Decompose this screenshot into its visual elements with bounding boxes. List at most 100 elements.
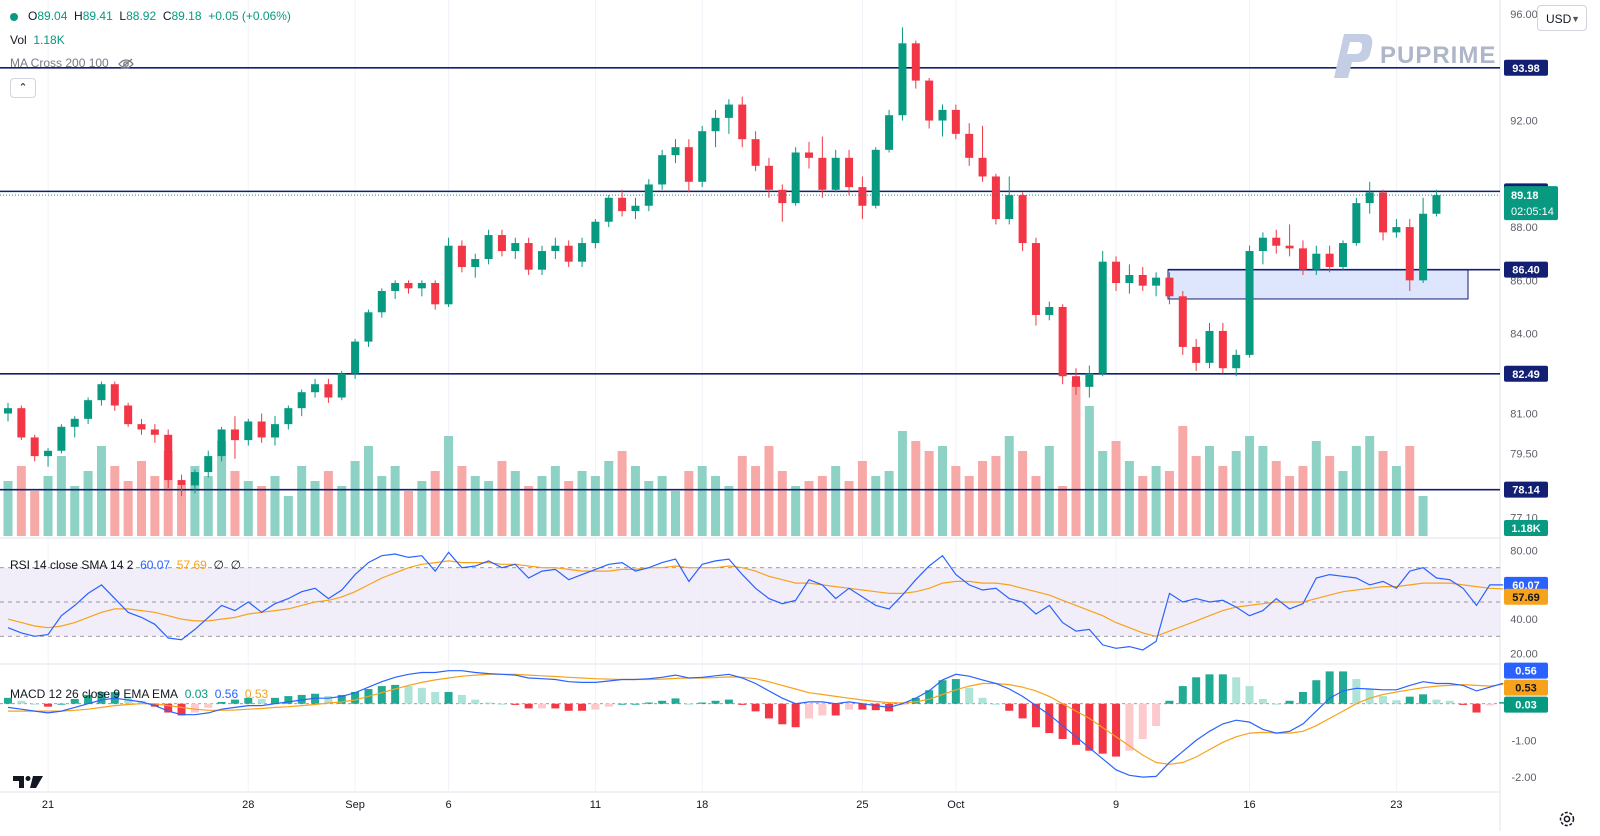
volume-bar xyxy=(938,446,947,536)
macd-histogram-bar xyxy=(951,679,960,704)
macd-histogram-bar xyxy=(1365,689,1374,704)
candle-body xyxy=(684,147,693,182)
level-price-label-bg xyxy=(1504,261,1548,278)
volume-bar xyxy=(991,456,1001,536)
time-axis-tick: 6 xyxy=(445,799,451,811)
macd-histogram-bar xyxy=(618,703,627,705)
volume-bar xyxy=(417,481,427,536)
macd-histogram-bar xyxy=(1205,674,1214,704)
macd-histogram-bar xyxy=(1058,703,1067,739)
volume-value: 1.18K xyxy=(33,33,65,47)
volume-bar xyxy=(1405,446,1415,536)
macd-histogram-bar xyxy=(871,703,880,711)
candle-body xyxy=(604,197,613,222)
macd-histogram-bar xyxy=(965,687,974,704)
volume-bar xyxy=(270,476,280,536)
gear-icon[interactable] xyxy=(1558,810,1576,828)
macd-histogram-bar xyxy=(1339,671,1347,704)
currency-value: USD xyxy=(1546,12,1572,26)
macd-histogram-bar xyxy=(1152,703,1161,727)
macd-histogram-bar xyxy=(1379,696,1388,704)
macd-histogram-bar xyxy=(84,694,93,704)
macd-histogram-bar xyxy=(511,703,520,705)
macd-histogram-bar xyxy=(1165,700,1174,704)
macd-signal-line xyxy=(8,673,1504,765)
macd-histogram-bar xyxy=(1419,694,1428,704)
candle-body xyxy=(1125,275,1134,283)
currency-select[interactable]: USD ▼ xyxy=(1537,5,1587,31)
macd-histogram-bar xyxy=(230,699,239,704)
candle-body xyxy=(1165,277,1174,297)
candle-body xyxy=(84,400,93,419)
macd-histogram-bar xyxy=(564,703,573,711)
candle-body xyxy=(898,43,907,116)
candle-body xyxy=(738,104,747,140)
volume-bar xyxy=(30,491,40,536)
macd-histogram-bar xyxy=(925,690,934,704)
candle-body xyxy=(17,408,26,438)
candle-body xyxy=(618,197,627,212)
macd-histogram-bar xyxy=(604,703,613,707)
candle-body xyxy=(805,152,813,158)
volume-bar xyxy=(377,476,387,536)
macd-histogram-bar xyxy=(457,694,466,704)
volume-bar xyxy=(804,481,814,536)
macd-histogram-bar xyxy=(431,691,440,704)
volume-bar xyxy=(1124,461,1134,536)
eye-off-icon[interactable] xyxy=(118,58,134,70)
volume-bar xyxy=(243,481,253,536)
candle-body xyxy=(1005,195,1014,220)
macd-histogram-bar xyxy=(658,700,667,704)
candle-body xyxy=(337,373,346,398)
candle-body xyxy=(377,290,386,313)
volume-bar xyxy=(163,451,173,536)
volume-bar xyxy=(177,486,187,536)
tradingview-logo-icon[interactable] xyxy=(12,772,44,792)
volume-bar xyxy=(1205,446,1214,536)
macd-histogram-bar xyxy=(417,687,426,704)
price-axis-tick: 88.00 xyxy=(1510,222,1538,234)
puprime-logo-icon xyxy=(1334,34,1373,78)
candle-body xyxy=(271,424,279,438)
collapse-legend-button[interactable]: ⌃ xyxy=(10,78,36,98)
candle-body xyxy=(124,405,133,425)
volume-bar xyxy=(1325,456,1335,536)
macd-histogram-bar xyxy=(751,703,760,712)
level-price-label-bg xyxy=(1504,365,1548,382)
macd-histogram-bar xyxy=(377,686,386,704)
volume-bar xyxy=(1151,466,1161,536)
macd-histogram-bar xyxy=(1245,686,1254,704)
volume-bar xyxy=(1365,436,1375,536)
time-axis-tick: 23 xyxy=(1390,799,1402,811)
volume-bar xyxy=(510,471,520,536)
candle-body xyxy=(925,80,934,121)
macd-last-label-bg xyxy=(1504,662,1548,679)
candle-body xyxy=(297,392,306,409)
volume-bar xyxy=(337,486,347,536)
candle-body xyxy=(484,235,493,260)
candle-body xyxy=(1379,192,1388,233)
volume-bar xyxy=(897,431,907,536)
macd-histogram-bar xyxy=(644,702,653,704)
volume-bar xyxy=(964,476,974,536)
macd-histogram-bar xyxy=(578,703,587,711)
candle-body xyxy=(311,384,320,393)
time-axis-tick: Oct xyxy=(947,799,964,811)
volume-bar xyxy=(831,466,841,536)
candle-body xyxy=(417,282,426,289)
candle-body xyxy=(137,424,146,430)
candle-body xyxy=(1018,195,1027,244)
macd-histogram-bar xyxy=(1445,700,1454,704)
candle-body xyxy=(1218,330,1227,369)
volume-legend: Vol 1.18K xyxy=(10,33,65,47)
macd-histogram-bar xyxy=(698,702,707,704)
candle-body xyxy=(1365,192,1374,204)
candle-body xyxy=(658,155,667,185)
level-price-label-bg xyxy=(1504,481,1548,498)
macd-histogram-bar xyxy=(337,694,346,704)
macd-histogram-bar xyxy=(297,694,306,704)
macd-last-label: 0.56 xyxy=(1515,666,1536,678)
candle-body xyxy=(1352,203,1361,244)
